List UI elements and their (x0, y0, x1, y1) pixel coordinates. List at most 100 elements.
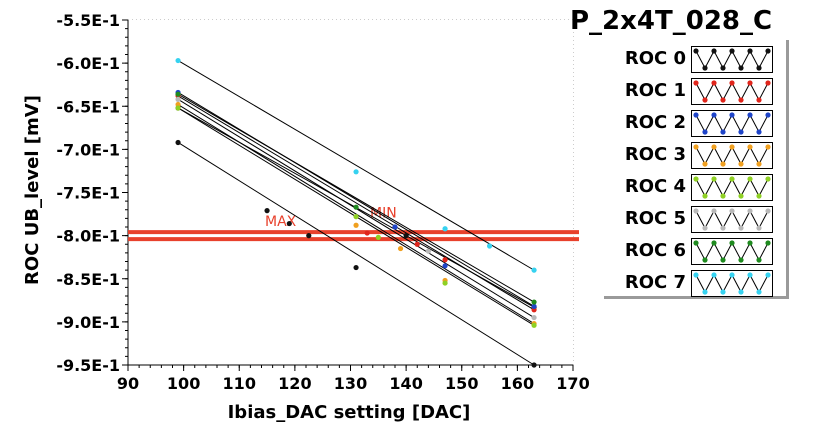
legend-label: ROC 7 (624, 272, 686, 293)
legend-marker (702, 161, 708, 167)
data-point (353, 169, 359, 175)
legend-marker (756, 289, 762, 295)
series-line (177, 95, 535, 311)
plot-area (128, 20, 573, 365)
y-tick-label: -9.5E-1 (56, 356, 120, 375)
legend-marker (747, 112, 753, 118)
data-point (175, 91, 181, 97)
data-point (414, 241, 420, 247)
legend-marker (747, 176, 753, 182)
legend-marker (747, 272, 753, 278)
legend-marker (756, 65, 762, 71)
data-point (442, 263, 448, 269)
legend-item: ROC 4 (604, 170, 786, 202)
legend-marker (747, 240, 753, 246)
x-tick-label: 110 (223, 374, 256, 393)
legend-marker (702, 289, 708, 295)
y-tick-label: -9.0E-1 (56, 313, 120, 332)
legend-marker (747, 208, 753, 214)
x-tick-label: 130 (334, 374, 367, 393)
data-point (364, 230, 370, 236)
legend-marker (729, 112, 735, 118)
legend-marker (765, 208, 771, 214)
legend-marker (738, 65, 744, 71)
legend-swatch (691, 174, 773, 201)
legend-swatch (691, 238, 773, 265)
x-tick-label: 160 (501, 374, 534, 393)
legend-marker (720, 289, 726, 295)
chart-title: P_2x4T_028_C (570, 6, 773, 36)
legend-marker (729, 176, 735, 182)
x-tick-label: 140 (389, 374, 422, 393)
legend-marker (720, 161, 726, 167)
legend-marker (765, 272, 771, 278)
data-point (531, 362, 537, 368)
legend-marker (693, 272, 699, 278)
legend-marker (720, 225, 726, 231)
y-tick-label: -6.0E-1 (56, 54, 120, 73)
series-line (177, 142, 535, 366)
legend-marker (720, 129, 726, 135)
legend-marker (720, 257, 726, 263)
data-point (264, 208, 270, 214)
legend-marker (720, 65, 726, 71)
legend-marker (702, 225, 708, 231)
y-tick-label: -8.0E-1 (56, 227, 120, 246)
legend-swatch (691, 110, 773, 137)
legend-label: ROC 3 (624, 144, 686, 165)
legend-marker (693, 176, 699, 182)
legend-marker (747, 80, 753, 86)
x-axis-label: Ibias_DAC setting [DAC] (228, 402, 471, 423)
data-point (531, 303, 537, 309)
legend-marker (738, 193, 744, 199)
y-tick-label: -5.5E-1 (56, 11, 120, 30)
legend-item: ROC 0 (604, 42, 786, 74)
legend: ROC 0 ROC 1 ROC 2 ROC 3 ROC 4 ROC 5 ROC 6 ROC 7 (604, 40, 789, 299)
data-point (442, 257, 448, 263)
data-point (175, 96, 181, 102)
data-point (531, 322, 537, 328)
data-point (392, 224, 398, 230)
series-line (177, 92, 535, 307)
legend-marker (693, 80, 699, 86)
data-point (353, 264, 359, 271)
legend-item: ROC 3 (604, 138, 786, 170)
legend-marker (702, 257, 708, 263)
data-point (375, 234, 381, 240)
y-axis-label: ROC UB_level [mV] (22, 95, 43, 285)
legend-marker (765, 112, 771, 118)
legend-marker (765, 80, 771, 86)
legend-marker (738, 289, 744, 295)
legend-label: ROC 5 (624, 208, 686, 229)
legend-marker (693, 144, 699, 150)
legend-marker (711, 240, 717, 246)
data-point (531, 299, 537, 305)
data-point (286, 220, 292, 227)
legend-marker (720, 97, 726, 103)
legend-marker (756, 129, 762, 135)
legend-marker (729, 80, 735, 86)
data-point (531, 314, 537, 321)
legend-swatch (691, 46, 773, 73)
legend-marker (711, 80, 717, 86)
legend-marker (729, 240, 735, 246)
legend-item: ROC 5 (604, 202, 786, 234)
legend-marker (711, 144, 717, 150)
series-line (177, 60, 535, 271)
legend-marker (702, 97, 708, 103)
legend-item: ROC 7 (604, 266, 786, 298)
legend-marker (711, 208, 717, 214)
legend-marker (756, 225, 762, 231)
legend-marker (747, 48, 753, 54)
legend-marker (729, 48, 735, 54)
legend-marker (693, 112, 699, 118)
legend-marker (747, 144, 753, 150)
series-line (177, 93, 535, 303)
legend-marker (738, 225, 744, 231)
legend-label: ROC 2 (624, 112, 686, 133)
legend-marker (765, 144, 771, 150)
legend-item: ROC 2 (604, 106, 786, 138)
y-tick-label: -6.5E-1 (56, 97, 120, 116)
